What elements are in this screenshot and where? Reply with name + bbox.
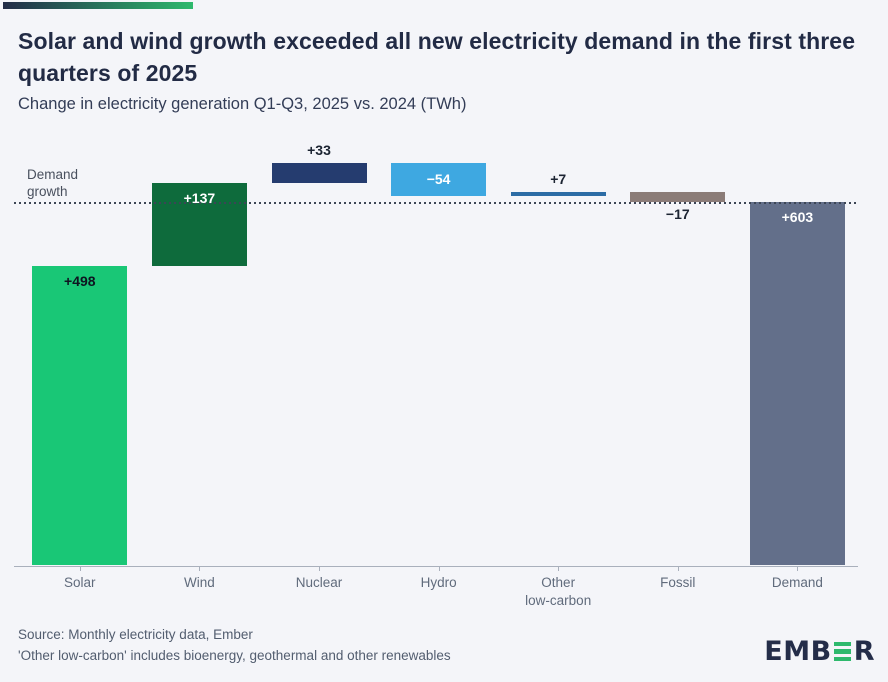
axis-tick-hydro xyxy=(438,566,440,571)
axis-tick-other-low-carbon xyxy=(558,566,560,571)
source-note: Source: Monthly electricity data, Ember xyxy=(18,627,253,642)
ember-logo: EMB R xyxy=(764,638,875,665)
bar-hydro[interactable] xyxy=(391,163,487,196)
ember-logo-text-emb: EMB xyxy=(764,636,832,667)
accent-gradient-bar xyxy=(3,2,193,9)
bar-value-label-hydro: −54 xyxy=(426,171,451,188)
demand-growth-reference-line xyxy=(14,201,856,204)
axis-label-hydro: Hydro xyxy=(420,574,457,590)
chart-subtitle: Change in electricity generation Q1-Q3, … xyxy=(18,95,467,113)
axis-tick-nuclear xyxy=(319,566,320,571)
axis-tick-demand xyxy=(797,566,799,571)
bar-other-low-carbon[interactable] xyxy=(510,191,606,196)
axis-label-demand: Demand xyxy=(771,574,823,590)
x-axis-line xyxy=(14,565,858,567)
bar-value-label-fossil: −17 xyxy=(665,205,690,222)
axis-label-nuclear: Nuclear xyxy=(295,574,343,590)
bar-value-label-nuclear: +33 xyxy=(307,142,331,159)
bar-value-label-solar: +498 xyxy=(64,272,96,289)
axis-label-wind: Wind xyxy=(184,574,215,590)
page-title: Solar and wind growth exceeded all new e… xyxy=(18,28,856,86)
bar-solar[interactable] xyxy=(32,265,128,566)
bar-value-label-demand: +603 xyxy=(781,208,814,225)
bar-fossil[interactable] xyxy=(630,191,726,202)
bar-demand[interactable] xyxy=(749,201,845,566)
axis-tick-wind xyxy=(199,566,201,571)
axis-label-other-low-carbon: Other low-carbon xyxy=(525,574,592,608)
footnote: 'Other low-carbon' includes bioenergy, g… xyxy=(18,648,451,663)
axis-label-fossil: Fossil xyxy=(660,574,696,590)
demand-growth-label: Demand growth xyxy=(27,166,79,200)
axis-label-solar: Solar xyxy=(64,574,96,590)
bar-nuclear[interactable] xyxy=(271,163,367,184)
bar-value-label-other-low-carbon: +7 xyxy=(550,170,567,187)
axis-tick-fossil xyxy=(677,566,679,571)
bar-wind[interactable] xyxy=(151,183,247,266)
ember-logo-e-icon xyxy=(834,641,852,662)
bar-value-label-wind: +137 xyxy=(183,190,216,207)
axis-tick-solar xyxy=(79,566,81,571)
ember-logo-text-r: R xyxy=(853,636,875,667)
